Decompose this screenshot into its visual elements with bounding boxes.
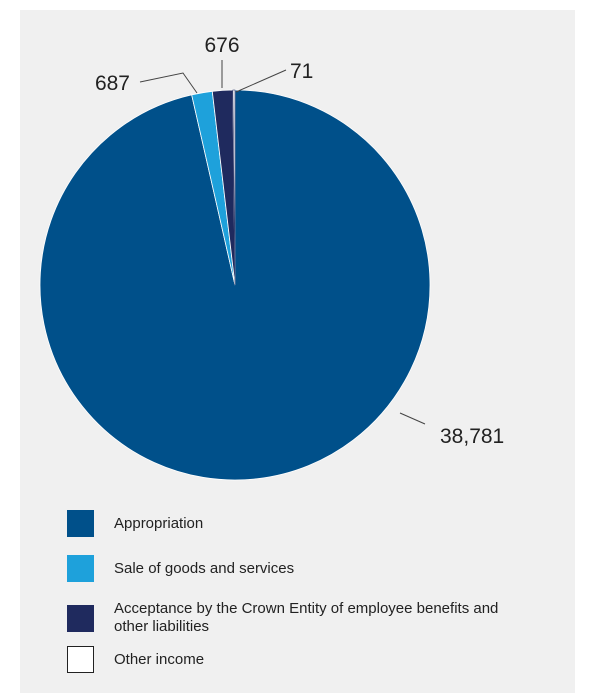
legend-swatch-acceptance xyxy=(67,604,94,632)
legend-item-acceptance: Acceptance by the Crown Entity of employ… xyxy=(67,600,537,636)
legend-label-appropriation: Appropriation xyxy=(114,514,204,532)
legend-swatch-other xyxy=(67,646,94,673)
value-label-acceptance: 676 xyxy=(204,34,239,57)
legend: Appropriation Sale of goods and services… xyxy=(67,510,537,673)
legend-item-sale: Sale of goods and services xyxy=(67,555,537,582)
legend-item-appropriation: Appropriation xyxy=(67,510,537,537)
pie-slice-other xyxy=(232,89,236,286)
value-label-appropriation: 38,781 xyxy=(440,425,504,448)
leader-line-sale xyxy=(139,72,198,94)
legend-label-acceptance: Acceptance by the Crown Entity of employ… xyxy=(114,600,499,635)
legend-swatch-sale xyxy=(67,555,94,582)
legend-label-sale: Sale of goods and services xyxy=(114,559,295,577)
legend-label-other: Other income xyxy=(114,650,205,668)
legend-item-other: Other income xyxy=(67,646,537,673)
legend-swatch-appropriation xyxy=(67,510,94,537)
leader-line-appropriation xyxy=(399,412,426,425)
leader-line-other xyxy=(235,69,287,93)
value-label-other: 71 xyxy=(290,60,313,83)
value-label-sale: 687 xyxy=(95,72,130,95)
pie-chart: 38,781 687 676 71 xyxy=(39,34,504,481)
